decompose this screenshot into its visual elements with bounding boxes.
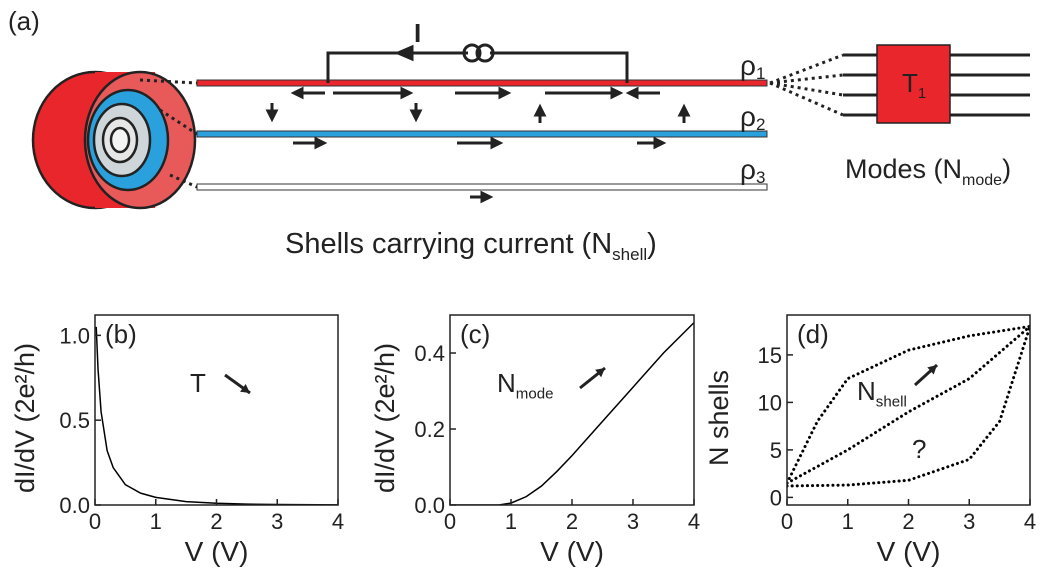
subscript: shell bbox=[876, 394, 907, 411]
y-tick-label: 1.0 bbox=[59, 323, 90, 348]
shell-label: ρ3 bbox=[740, 154, 765, 187]
annotation: Nmode bbox=[497, 368, 554, 403]
text: ) bbox=[1002, 154, 1011, 184]
subscript: 3 bbox=[756, 168, 765, 187]
x-tick-label: 0 bbox=[89, 509, 101, 534]
subscript: 2 bbox=[756, 115, 765, 134]
panel-label: (b) bbox=[105, 319, 137, 349]
data-line bbox=[787, 324, 1030, 485]
x-tick-label: 1 bbox=[150, 509, 162, 534]
current-label: I bbox=[414, 18, 421, 48]
annotation: Nshell bbox=[857, 376, 907, 411]
symbol: ρ bbox=[740, 101, 756, 132]
x-tick-label: 2 bbox=[566, 509, 578, 534]
y-axis-label: N shells bbox=[704, 370, 734, 466]
text: N bbox=[497, 368, 516, 398]
y-tick-label: 0.5 bbox=[59, 408, 90, 433]
subscript: 1 bbox=[756, 64, 765, 83]
modes-label: Modes (Nmode) bbox=[845, 154, 1011, 189]
x-tick-label: 4 bbox=[688, 509, 700, 534]
data-line bbox=[450, 322, 694, 505]
x-tick-label: 1 bbox=[505, 509, 517, 534]
shell-2 bbox=[196, 130, 768, 138]
x-tick-label: 3 bbox=[271, 509, 283, 534]
x-axis-label: V (V) bbox=[185, 536, 249, 567]
y-tick-label: 10 bbox=[758, 390, 782, 415]
shell-1 bbox=[196, 79, 768, 87]
y-tick-label: 0.0 bbox=[414, 493, 445, 518]
shell-3 bbox=[196, 183, 768, 191]
annotation: T bbox=[190, 368, 206, 398]
data-line bbox=[787, 324, 1030, 488]
subscript: shell bbox=[612, 245, 647, 264]
text: Modes (N bbox=[845, 154, 962, 184]
x-tick-label: 2 bbox=[902, 509, 914, 534]
mode-box bbox=[843, 44, 1030, 124]
x-tick-label: 3 bbox=[627, 509, 639, 534]
text: ) bbox=[647, 228, 657, 260]
current-arrows bbox=[265, 86, 691, 204]
current-loop bbox=[326, 43, 629, 83]
x-tick-label: 2 bbox=[210, 509, 222, 534]
x-tick-label: 0 bbox=[444, 509, 456, 534]
x-axis-label: V (V) bbox=[877, 536, 941, 567]
shell-label: ρ1 bbox=[740, 50, 765, 83]
dotted-connectors bbox=[139, 53, 844, 189]
y-tick-label: 0 bbox=[770, 485, 782, 510]
text: Shells carrying current (N bbox=[285, 228, 612, 260]
panel-label: (a) bbox=[8, 6, 40, 36]
data-line bbox=[787, 324, 1030, 485]
shell-label: ρ2 bbox=[740, 101, 765, 134]
arrow-head bbox=[927, 365, 937, 375]
caption: Shells carrying current (Nshell) bbox=[285, 228, 657, 264]
y-tick-label: 0.4 bbox=[414, 341, 445, 366]
y-tick-label: 0.0 bbox=[59, 493, 90, 518]
y-tick-label: 5 bbox=[770, 438, 782, 463]
nanotube-icon bbox=[31, 70, 197, 210]
mode-box-label: T1 bbox=[902, 68, 926, 102]
subscript: 1 bbox=[918, 85, 926, 102]
y-tick-label: 0.2 bbox=[414, 417, 445, 442]
symbol: ρ bbox=[740, 154, 756, 185]
y-axis-label: dI/dV (2e²/h) bbox=[370, 343, 400, 493]
arrow-head bbox=[595, 368, 605, 378]
arrow-head bbox=[240, 383, 250, 393]
subscript: mode bbox=[516, 386, 554, 403]
x-tick-label: 0 bbox=[781, 509, 793, 534]
symbol: ρ bbox=[740, 50, 756, 81]
data-line bbox=[95, 326, 338, 505]
x-tick-label: 1 bbox=[842, 509, 854, 534]
note: ? bbox=[912, 434, 926, 464]
x-tick-label: 4 bbox=[332, 509, 344, 534]
text: N bbox=[857, 376, 876, 406]
x-tick-label: 4 bbox=[1024, 509, 1036, 534]
subscript: mode bbox=[962, 172, 1002, 189]
y-axis-label: dI/dV (2e²/h) bbox=[10, 343, 40, 493]
text: T bbox=[190, 368, 206, 398]
panel-label: (c) bbox=[460, 319, 490, 349]
x-axis-label: V (V) bbox=[540, 536, 604, 567]
x-tick-label: 3 bbox=[963, 509, 975, 534]
y-tick-label: 15 bbox=[758, 343, 782, 368]
panel-label: (d) bbox=[797, 319, 829, 349]
symbol: T bbox=[902, 68, 918, 98]
